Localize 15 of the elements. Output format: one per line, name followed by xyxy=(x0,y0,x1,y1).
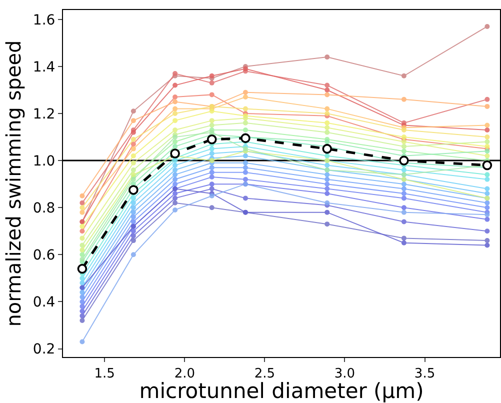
x-tick-label: 3.5 xyxy=(414,366,436,382)
y-tick-label: 0.8 xyxy=(32,200,56,217)
x-tick-label: 3.0 xyxy=(334,366,356,382)
y-tick-label: 1.2 xyxy=(32,106,56,122)
y-tick-label: 0.6 xyxy=(32,248,56,264)
y-axis-title: normalized swimming speed xyxy=(1,40,26,327)
y-tick-label: 0.4 xyxy=(32,294,56,311)
y-tick-label: 1.4 xyxy=(32,59,56,76)
x-tick-label: 1.5 xyxy=(94,366,115,382)
y-tick-label: 1.0 xyxy=(32,153,56,170)
x-tick-label: 2.5 xyxy=(254,366,276,382)
x-axis-title: microtunnel diameter (µm) xyxy=(139,379,424,403)
y-tick-label: 0.2 xyxy=(32,342,56,358)
y-tick-label: 1.6 xyxy=(32,12,56,28)
x-tick-label: 2.0 xyxy=(174,366,196,382)
